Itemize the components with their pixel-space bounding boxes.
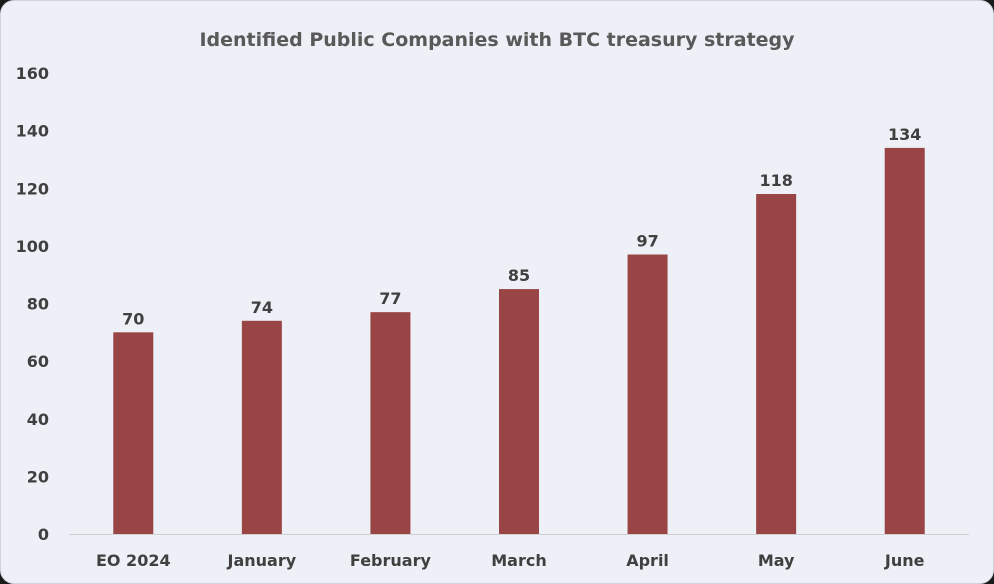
data-label: 70 xyxy=(122,309,144,328)
y-tick-label: 0 xyxy=(38,525,49,544)
data-label: 97 xyxy=(636,232,658,251)
bars: 70 74 77 85 97 118 134 xyxy=(113,125,925,535)
y-tick-label: 80 xyxy=(27,295,49,314)
data-label: 77 xyxy=(379,289,401,308)
data-label: 134 xyxy=(888,125,921,144)
data-label: 74 xyxy=(251,298,273,317)
bar xyxy=(884,147,925,534)
data-label: 118 xyxy=(759,171,792,190)
x-tick-label: EO 2024 xyxy=(96,551,171,570)
y-tick-label: 20 xyxy=(27,467,49,486)
y-tick-label: 140 xyxy=(16,122,49,141)
y-tick-label: 160 xyxy=(16,64,49,83)
bar xyxy=(627,254,668,535)
bar xyxy=(756,194,797,534)
y-tick-label: 40 xyxy=(27,410,49,429)
bar xyxy=(113,332,154,534)
y-axis: 0 20 40 60 80 100 120 140 160 xyxy=(16,64,49,544)
x-tick-label: January xyxy=(227,551,297,570)
chart-title: Identified Public Companies with BTC tre… xyxy=(199,29,795,51)
x-tick-label: March xyxy=(491,551,546,570)
x-tick-label: April xyxy=(626,551,669,570)
x-axis: EO 2024 January February March April May June xyxy=(96,551,925,570)
bar xyxy=(370,312,411,534)
x-tick-label: February xyxy=(350,551,432,570)
x-tick-label: May xyxy=(758,551,795,570)
bar xyxy=(499,289,539,534)
y-tick-label: 60 xyxy=(27,352,49,371)
y-tick-label: 120 xyxy=(16,179,49,198)
bar xyxy=(241,320,282,534)
data-label: 85 xyxy=(508,266,530,285)
y-tick-label: 100 xyxy=(16,237,49,256)
x-tick-label: June xyxy=(884,551,925,570)
